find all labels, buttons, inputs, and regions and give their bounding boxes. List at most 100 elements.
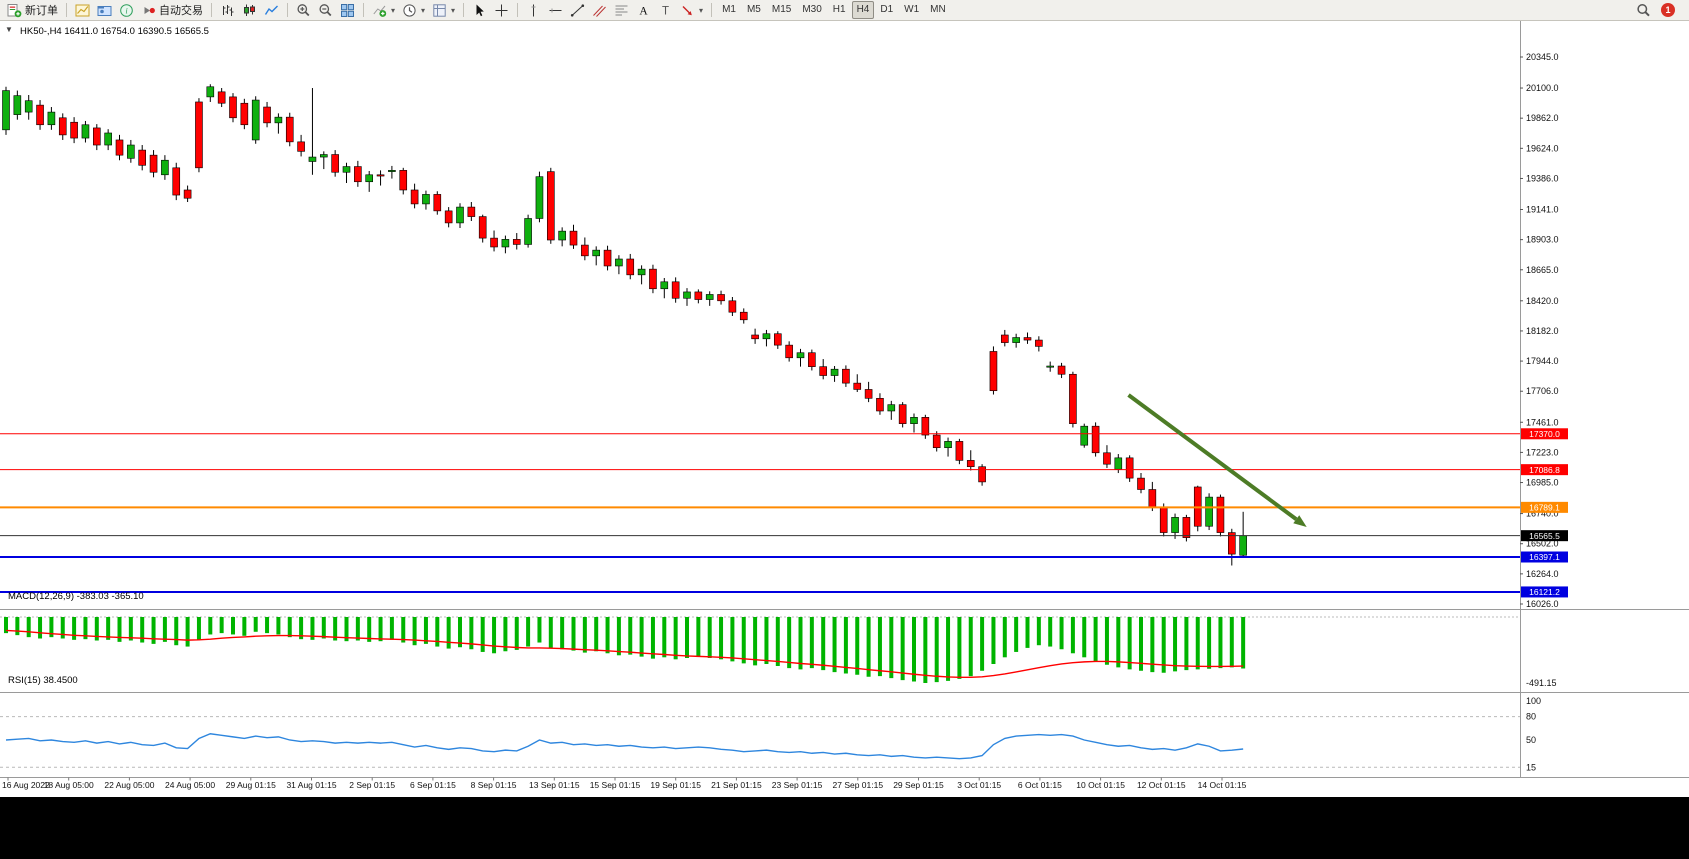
vertical-line-button[interactable] — [523, 0, 544, 20]
svg-text:18665.0: 18665.0 — [1526, 265, 1559, 275]
market-watch-button[interactable]: i — [116, 0, 137, 20]
one-click-trading-button[interactable]: ▼ — [5, 25, 13, 34]
label-icon: T — [662, 5, 669, 17]
chevron-down-icon: ▾ — [391, 5, 396, 15]
timeframe-m5[interactable]: M5 — [746, 4, 761, 15]
text-button[interactable]: A — [633, 0, 654, 20]
candle-body — [717, 294, 725, 302]
candle-body — [808, 352, 816, 367]
templates-icon — [433, 3, 446, 17]
crosshair-button[interactable] — [491, 0, 512, 20]
candle-body — [660, 281, 669, 290]
arrow-objects-button[interactable]: ▾ — [677, 0, 706, 20]
date-label: 27 Sep 01:15 — [833, 780, 884, 790]
indicators-icon — [373, 5, 387, 17]
candle-body — [81, 124, 90, 139]
candle-body — [1023, 337, 1032, 341]
zoom-in-icon — [297, 3, 310, 16]
candle-body — [138, 149, 146, 166]
candle-body — [739, 311, 748, 321]
date-label: 19 Sep 01:15 — [650, 780, 701, 790]
candle-body — [751, 334, 759, 340]
candle-body — [955, 441, 964, 461]
trendline-button[interactable] — [567, 0, 588, 20]
tile-windows-button[interactable] — [337, 0, 358, 20]
zoom-in-button[interactable] — [293, 0, 314, 20]
candle-body — [512, 239, 521, 245]
date-label: 6 Oct 01:15 — [1018, 780, 1062, 790]
candle-body — [966, 460, 975, 468]
date-label: 6 Sep 01:15 — [410, 780, 456, 790]
candle-body — [728, 300, 737, 313]
templates-button[interactable]: ▾ — [429, 0, 458, 20]
candle-body — [365, 174, 374, 183]
toolbar-separator — [463, 3, 465, 17]
level-price-label: 16565.5 — [1529, 531, 1560, 541]
rsi-indicator-label: RSI(15) 38.4500 — [8, 675, 78, 686]
candle-body — [263, 106, 271, 124]
autotrading-button[interactable]: 自动交易 — [138, 0, 206, 20]
cursor-icon — [476, 4, 484, 16]
candle-body — [70, 121, 78, 139]
candle-body — [490, 237, 498, 248]
timeframe-h1[interactable]: H1 — [832, 4, 846, 15]
candle-body — [558, 230, 566, 241]
candle-body — [2, 90, 10, 131]
timeframe-d1[interactable]: D1 — [880, 4, 894, 15]
candle-body — [13, 95, 22, 115]
line-chart-button[interactable] — [261, 0, 282, 20]
toolbar-separator — [517, 3, 519, 17]
timeframe-mn[interactable]: MN — [930, 4, 946, 15]
timeframe-h4[interactable]: H4 — [851, 1, 875, 19]
candle-body — [285, 116, 294, 143]
candle-body — [115, 139, 124, 156]
candle-body — [195, 101, 203, 169]
timeframe-m1[interactable]: M1 — [722, 4, 736, 15]
rsi-line — [5, 733, 1244, 760]
candle-body — [944, 441, 952, 449]
candle-body — [104, 132, 112, 146]
timeframe-m30[interactable]: M30 — [802, 4, 822, 15]
level-price-box — [1521, 551, 1568, 563]
price-axis[interactable]: 20345.0 20100.0 19862.0 19624.0 19386.0 19141… — [1520, 52, 1559, 609]
main-toolbar: 新订单 i 自动交易 ▾ ▾ ▾ A T ▾ M1 M5 M15 M30 H1 H4 D1 W1 MN 1 — [0, 0, 1689, 21]
candle-body — [478, 216, 487, 239]
svg-text:18182.0: 18182.0 — [1526, 326, 1559, 336]
periods-button[interactable]: ▾ — [399, 0, 428, 20]
candle-body — [864, 389, 873, 399]
level-price-box — [1521, 464, 1568, 476]
timeframe-m15[interactable]: M15 — [771, 4, 792, 15]
svg-text:18903.0: 18903.0 — [1526, 235, 1559, 245]
cursor-button[interactable] — [469, 0, 490, 20]
candlestick-chart-button[interactable] — [239, 0, 260, 20]
timeframe-w1[interactable]: W1 — [904, 4, 920, 15]
autotrading-label: 自动交易 — [159, 5, 203, 17]
profiles-button[interactable] — [94, 0, 115, 20]
zoom-out-button[interactable] — [315, 0, 336, 20]
chevron-down-icon: ▾ — [699, 5, 704, 15]
equidistant-channel-button[interactable] — [589, 0, 610, 20]
fibonacci-button[interactable] — [611, 0, 632, 20]
date-label: 21 Sep 01:15 — [711, 780, 762, 790]
candle-body — [1239, 535, 1247, 556]
toolbar-separator — [363, 3, 364, 17]
new-order-button[interactable]: 新订单 — [4, 0, 61, 20]
trend-arrow[interactable] — [1127, 393, 1307, 527]
pane-separators — [0, 21, 1689, 778]
search-button[interactable] — [1633, 0, 1654, 20]
candle-body — [1000, 334, 1009, 343]
bars-icon — [223, 4, 234, 16]
indicators-button[interactable]: ▾ — [369, 0, 398, 20]
candle-body — [240, 102, 249, 126]
text-label-button[interactable]: T — [655, 0, 676, 20]
chart-canvas[interactable]: 20345.0 20100.0 19862.0 19624.0 19386.0 19141… — [0, 21, 1689, 797]
bar-chart-button[interactable] — [217, 0, 238, 20]
chevron-down-icon: ▾ — [451, 5, 456, 15]
new-chart-button[interactable] — [72, 0, 93, 20]
horizontal-line-button[interactable] — [545, 0, 566, 20]
notification-badge[interactable]: 1 — [1661, 3, 1675, 17]
candle-body — [229, 96, 237, 119]
candle-body — [456, 206, 464, 224]
date-label: 16 Aug 2022 — [2, 780, 50, 790]
